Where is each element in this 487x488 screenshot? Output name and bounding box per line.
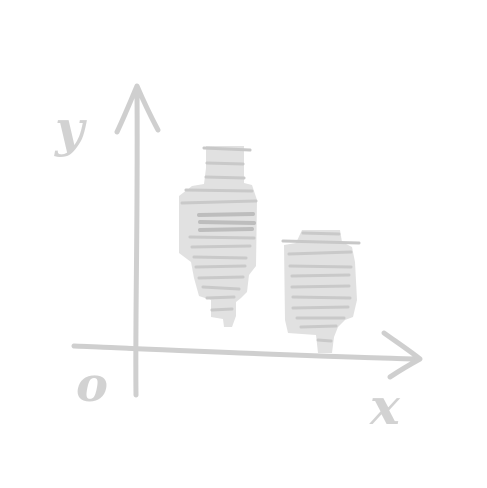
origin-label: o xyxy=(76,357,108,413)
x-axis-arrowhead xyxy=(381,330,423,380)
box-right-top-cap xyxy=(281,239,361,245)
y-axis xyxy=(114,83,161,398)
y-axis-label: y xyxy=(54,99,87,158)
box-right-body xyxy=(284,230,357,353)
box-left xyxy=(179,146,258,327)
x-axis-label: x xyxy=(369,377,401,436)
y-axis-arrowhead xyxy=(114,83,161,135)
x-axis xyxy=(71,330,423,380)
box-left-top-cap xyxy=(202,146,252,152)
box-right xyxy=(281,230,361,353)
